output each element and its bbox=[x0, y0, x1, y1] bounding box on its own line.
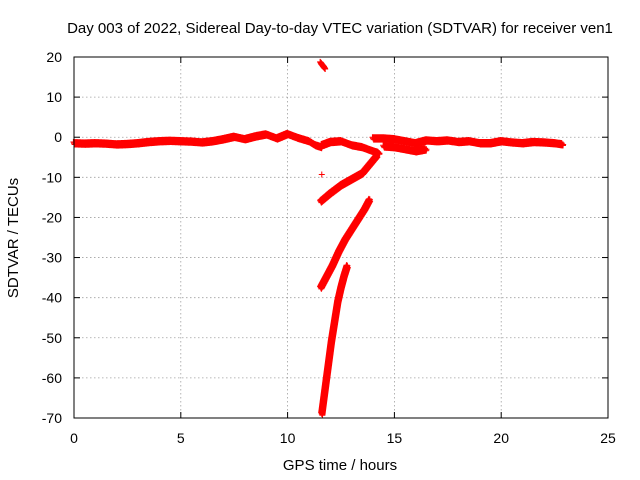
data-series-4 bbox=[317, 151, 381, 206]
y-tick-label: -60 bbox=[42, 370, 62, 386]
x-axis-label: GPS time / hours bbox=[283, 457, 397, 474]
data-series-8 bbox=[318, 171, 325, 178]
x-tick-label: 5 bbox=[177, 430, 185, 446]
x-tick-label: 20 bbox=[493, 430, 509, 446]
chart-grid bbox=[74, 57, 608, 418]
chart-title: Day 003 of 2022, Sidereal Day-to-day VTE… bbox=[67, 20, 613, 37]
y-tick-label: 0 bbox=[54, 129, 62, 145]
data-series-0 bbox=[70, 129, 325, 152]
y-tick-label: -30 bbox=[42, 250, 62, 266]
data-series-2 bbox=[318, 137, 383, 158]
y-tick-label: -70 bbox=[42, 410, 62, 426]
data-series-7 bbox=[317, 58, 329, 73]
x-tick-label: 15 bbox=[387, 430, 403, 446]
axis-ticks: 0 5 10 15 20 25 20 10 0 -10 -20 -30 -40 -50 -60 -70 bbox=[42, 49, 616, 446]
y-tick-label: -50 bbox=[42, 330, 62, 346]
x-tick-label: 25 bbox=[600, 430, 616, 446]
data-series-5 bbox=[317, 195, 374, 292]
y-tick-label: 20 bbox=[46, 49, 62, 65]
y-tick-label: -10 bbox=[42, 169, 62, 185]
y-tick-label: -20 bbox=[42, 209, 62, 225]
plot-area bbox=[70, 58, 567, 419]
y-axis-label: SDTVAR / TECUs bbox=[5, 178, 22, 298]
data-series-6 bbox=[318, 262, 351, 419]
y-tick-label: 10 bbox=[46, 89, 62, 105]
x-tick-label: 10 bbox=[280, 430, 296, 446]
y-tick-label: -40 bbox=[42, 290, 62, 306]
x-tick-label: 0 bbox=[70, 430, 78, 446]
data-series-1 bbox=[369, 134, 567, 149]
chart-frame bbox=[73, 56, 609, 419]
data-series-3 bbox=[380, 142, 430, 156]
